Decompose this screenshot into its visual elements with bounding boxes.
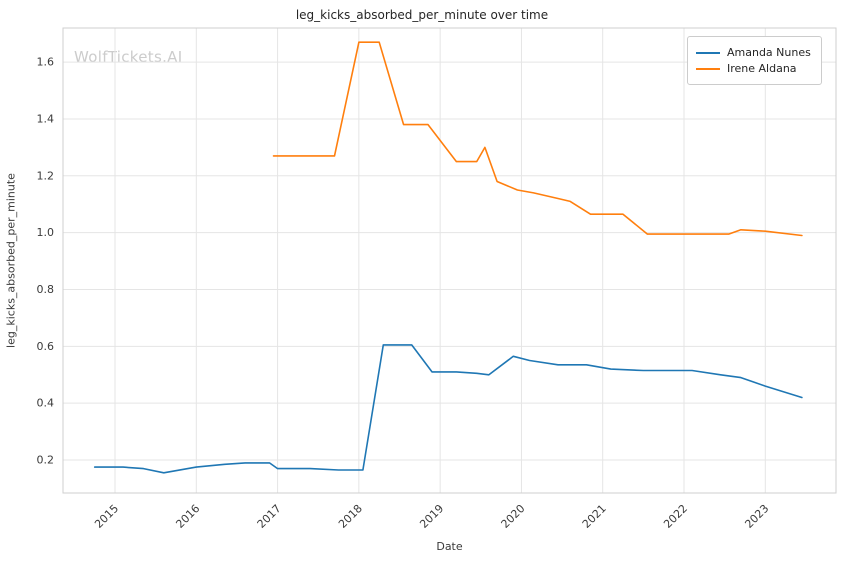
y-tick-label: 1.6	[37, 56, 55, 69]
y-tick-label: 0.8	[37, 283, 55, 296]
chart-title: leg_kicks_absorbed_per_minute over time	[295, 8, 549, 22]
y-tick-label: 1.4	[37, 112, 55, 125]
legend-item: Amanda Nunes	[696, 46, 811, 59]
legend-label: Amanda Nunes	[727, 46, 811, 59]
series-line	[272, 41, 803, 237]
x-tick-label: 2022	[661, 502, 690, 531]
legend-line-sample	[696, 51, 720, 54]
y-tick-label: 0.2	[37, 454, 55, 467]
x-tick-label: 2016	[173, 502, 202, 531]
x-tick-label: 2019	[417, 502, 446, 531]
plot-border	[62, 27, 837, 494]
x-tick-label: 2021	[580, 502, 609, 531]
legend-line-sample	[696, 67, 720, 70]
watermark: WolfTickets.AI	[74, 48, 183, 66]
x-tick-label: 2015	[92, 502, 121, 531]
x-tick-label: 2020	[499, 502, 528, 531]
x-tick-label: 2023	[742, 502, 771, 531]
y-axis-label: leg_kicks_absorbed_per_minute	[4, 173, 18, 348]
y-tick-label: 1.0	[37, 226, 55, 239]
x-axis-label: Date	[436, 540, 463, 553]
legend: Amanda Nunes Irene Aldana	[687, 36, 822, 85]
y-tick-label: 1.2	[37, 169, 55, 182]
x-tick-label: 2018	[336, 502, 365, 531]
y-tick-label: 0.6	[37, 340, 55, 353]
legend-label: Irene Aldana	[727, 62, 797, 75]
y-tick-label: 0.4	[37, 397, 55, 410]
legend-item: Irene Aldana	[696, 62, 811, 75]
x-tick-label: 2017	[255, 502, 284, 531]
series-line	[93, 344, 803, 474]
